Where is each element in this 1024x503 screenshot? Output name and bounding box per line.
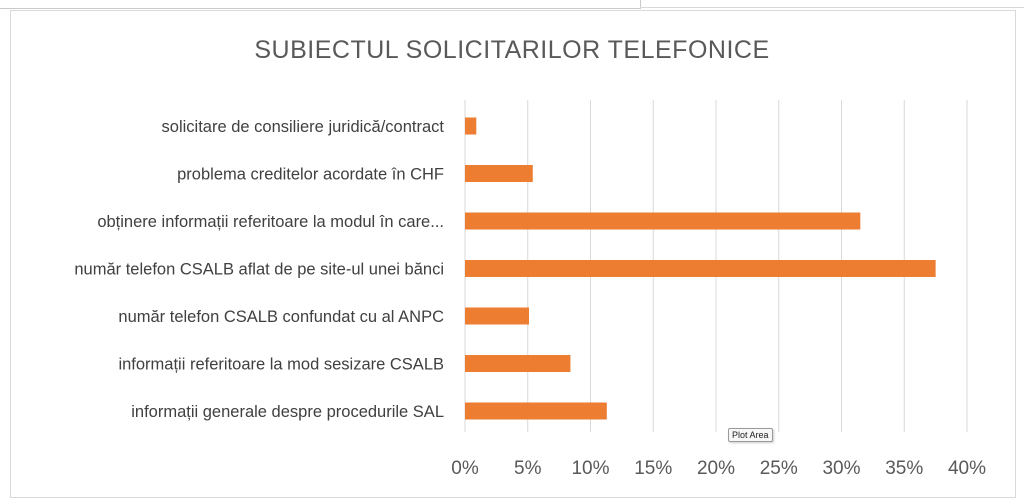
- category-label: informații generale despre procedurile S…: [131, 403, 444, 421]
- x-tick-label: 10%: [571, 458, 609, 479]
- category-label: informații referitoare la mod sesizare C…: [118, 356, 444, 374]
- category-label: solicitare de consiliere juridică/contra…: [162, 118, 445, 136]
- x-tick-label: 5%: [514, 458, 542, 479]
- bar[interactable]: [465, 355, 571, 372]
- category-label: număr telefon CSALB confundat cu al ANPC: [118, 308, 444, 326]
- bar[interactable]: [465, 165, 533, 182]
- plot-area-tooltip: Plot Area: [728, 428, 773, 442]
- x-tick-label: 15%: [634, 458, 672, 479]
- x-tick-label: 0%: [451, 458, 479, 479]
- category-label: obținere informații referitoare la modul…: [97, 213, 444, 231]
- bar[interactable]: [465, 117, 477, 135]
- bar[interactable]: [465, 307, 530, 325]
- bar[interactable]: [465, 260, 936, 277]
- category-label: număr telefon CSALB aflat de pe site-ul …: [74, 261, 444, 279]
- x-tick-label: 20%: [697, 458, 735, 479]
- x-tick-label: 30%: [822, 458, 860, 479]
- top-strip: [0, 0, 641, 9]
- x-tick-label: 35%: [885, 458, 923, 479]
- chart-title: SUBIECTUL SOLICITARILOR TELEFONICE: [254, 36, 770, 64]
- bar[interactable]: [465, 402, 607, 420]
- x-tick-label: 25%: [760, 458, 798, 479]
- bar[interactable]: [465, 212, 861, 230]
- top-divider: [640, 7, 1024, 8]
- category-label: problema creditelor acordate în CHF: [177, 166, 444, 184]
- x-tick-label: 40%: [948, 458, 986, 479]
